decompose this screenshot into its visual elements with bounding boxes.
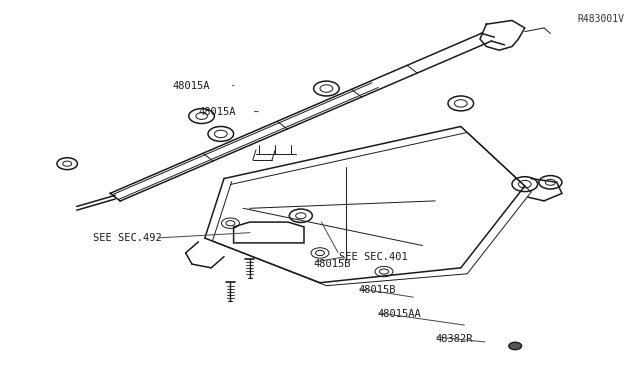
Text: SEE SEC.401: SEE SEC.401	[339, 252, 408, 262]
Text: R483001V: R483001V	[577, 14, 624, 23]
Text: 48382R: 48382R	[435, 334, 473, 343]
Text: 48015A: 48015A	[173, 81, 211, 90]
Text: 48015A: 48015A	[198, 107, 236, 116]
Text: SEE SEC.492: SEE SEC.492	[93, 233, 161, 243]
Text: 48015B: 48015B	[358, 285, 396, 295]
Circle shape	[509, 342, 522, 350]
Text: 48015B: 48015B	[314, 259, 351, 269]
Text: 48015AA: 48015AA	[378, 310, 421, 319]
